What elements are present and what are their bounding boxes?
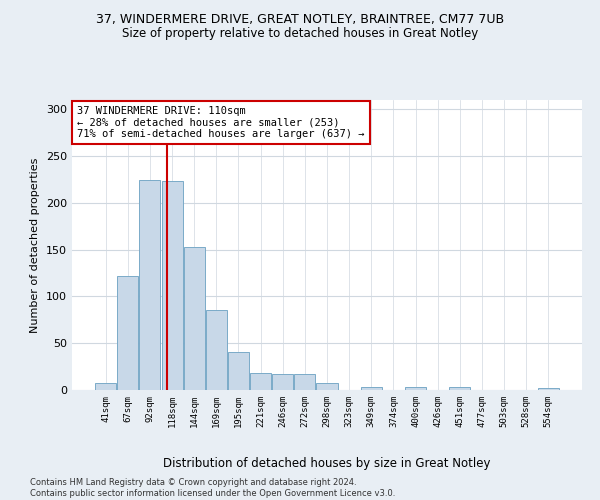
Text: 37 WINDERMERE DRIVE: 110sqm
← 28% of detached houses are smaller (253)
71% of se: 37 WINDERMERE DRIVE: 110sqm ← 28% of det…	[77, 106, 365, 139]
Bar	[161, 182, 182, 390]
Y-axis label: Number of detached properties: Number of detached properties	[31, 158, 40, 332]
Bar	[272, 374, 293, 390]
Text: Distribution of detached houses by size in Great Notley: Distribution of detached houses by size …	[163, 458, 491, 470]
Bar	[228, 352, 249, 390]
Bar	[449, 387, 470, 390]
Bar	[250, 373, 271, 390]
Text: Size of property relative to detached houses in Great Notley: Size of property relative to detached ho…	[122, 28, 478, 40]
Bar	[538, 388, 559, 390]
Bar	[206, 310, 227, 390]
Bar	[295, 374, 316, 390]
Bar	[184, 247, 205, 390]
Bar	[405, 387, 426, 390]
Text: Contains HM Land Registry data © Crown copyright and database right 2024.
Contai: Contains HM Land Registry data © Crown c…	[30, 478, 395, 498]
Bar	[316, 382, 338, 390]
Bar	[361, 387, 382, 390]
Bar	[95, 384, 116, 390]
Text: 37, WINDERMERE DRIVE, GREAT NOTLEY, BRAINTREE, CM77 7UB: 37, WINDERMERE DRIVE, GREAT NOTLEY, BRAI…	[96, 12, 504, 26]
Bar	[139, 180, 160, 390]
Bar	[118, 276, 139, 390]
